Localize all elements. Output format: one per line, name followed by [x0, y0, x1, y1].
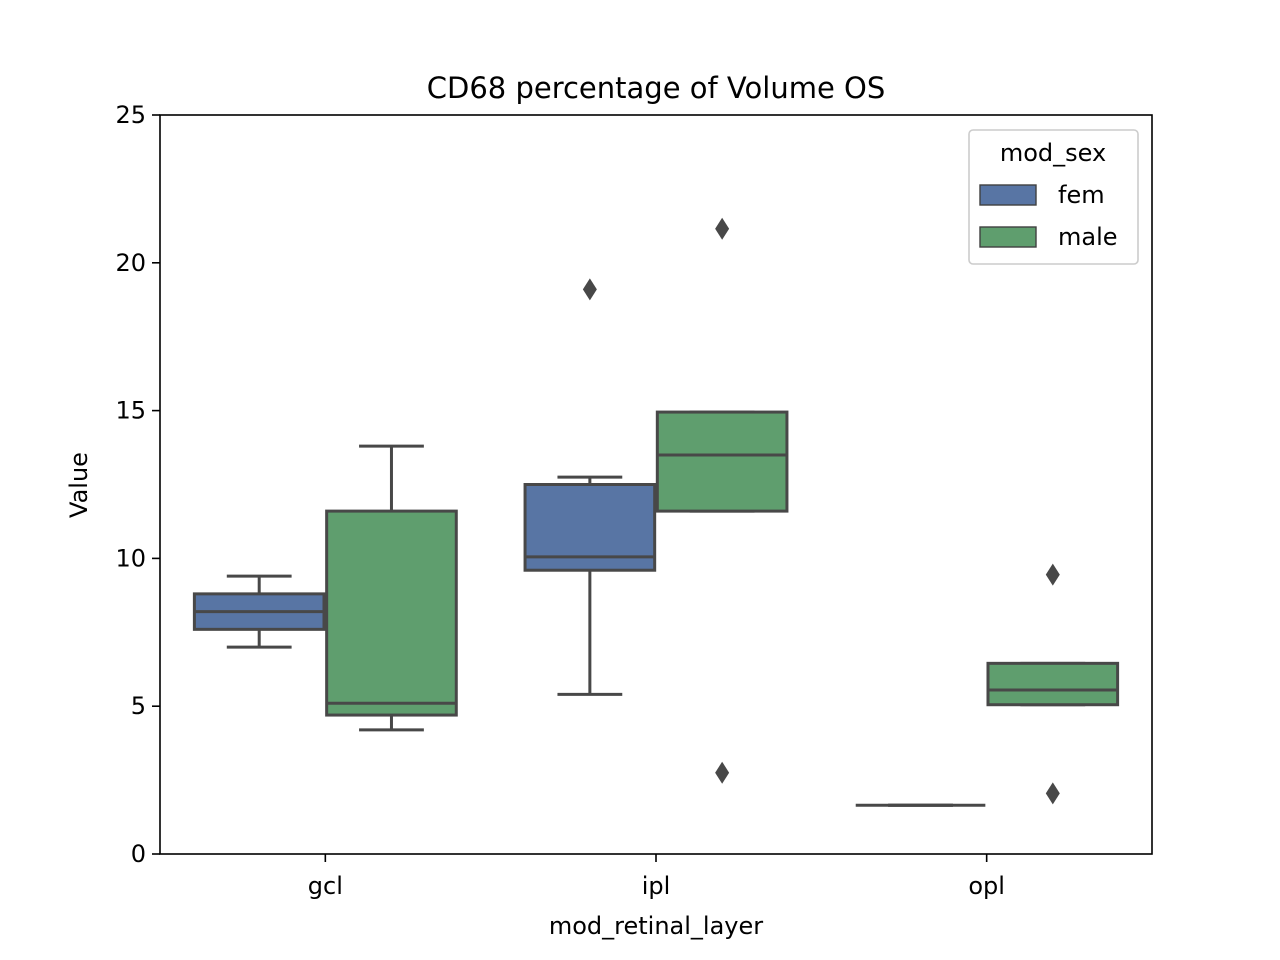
box-opl-male [986, 563, 1120, 805]
legend-label-fem: fem [1058, 181, 1105, 209]
y-tick-label: 5 [131, 692, 146, 720]
legend-swatch-fem [979, 184, 1037, 206]
chart-title: CD68 percentage of Volume OS [427, 71, 886, 105]
outlier-point [1045, 782, 1060, 805]
outlier-point [715, 217, 730, 240]
plot-frame [159, 114, 1153, 855]
box-body [325, 509, 458, 717]
y-tick-label: 0 [131, 840, 146, 868]
legend: mod_sex fem male [968, 129, 1139, 265]
outlier-point [1045, 563, 1060, 586]
x-tick-label-ipl: ipl [642, 872, 671, 900]
x-tick-label-gcl: gcl [308, 872, 343, 900]
y-axis-title: Value [65, 452, 93, 518]
box-gcl-male [325, 444, 458, 732]
legend-swatch-male [979, 226, 1037, 248]
boxes-layer [192, 217, 1120, 807]
x-axis-title: mod_retinal_layer [549, 912, 763, 940]
y-tick-label: 10 [115, 544, 146, 572]
y-axis: 0 5 10 15 20 25 [115, 101, 160, 868]
outlier-point [715, 761, 730, 784]
y-tick-label: 20 [115, 249, 146, 277]
legend-label-male: male [1058, 223, 1118, 251]
box-body [986, 661, 1120, 707]
x-axis: gcl ipl opl [308, 854, 1005, 900]
legend-title: mod_sex [1000, 139, 1106, 167]
y-tick-label: 15 [115, 397, 146, 425]
box-ipl-male [655, 217, 789, 784]
box-gcl-fem [192, 574, 326, 649]
y-tick-label: 25 [115, 101, 146, 129]
x-tick-label-opl: opl [968, 872, 1005, 900]
box-body [655, 410, 789, 513]
outlier-point [582, 278, 597, 301]
box-ipl-fem [523, 278, 657, 696]
